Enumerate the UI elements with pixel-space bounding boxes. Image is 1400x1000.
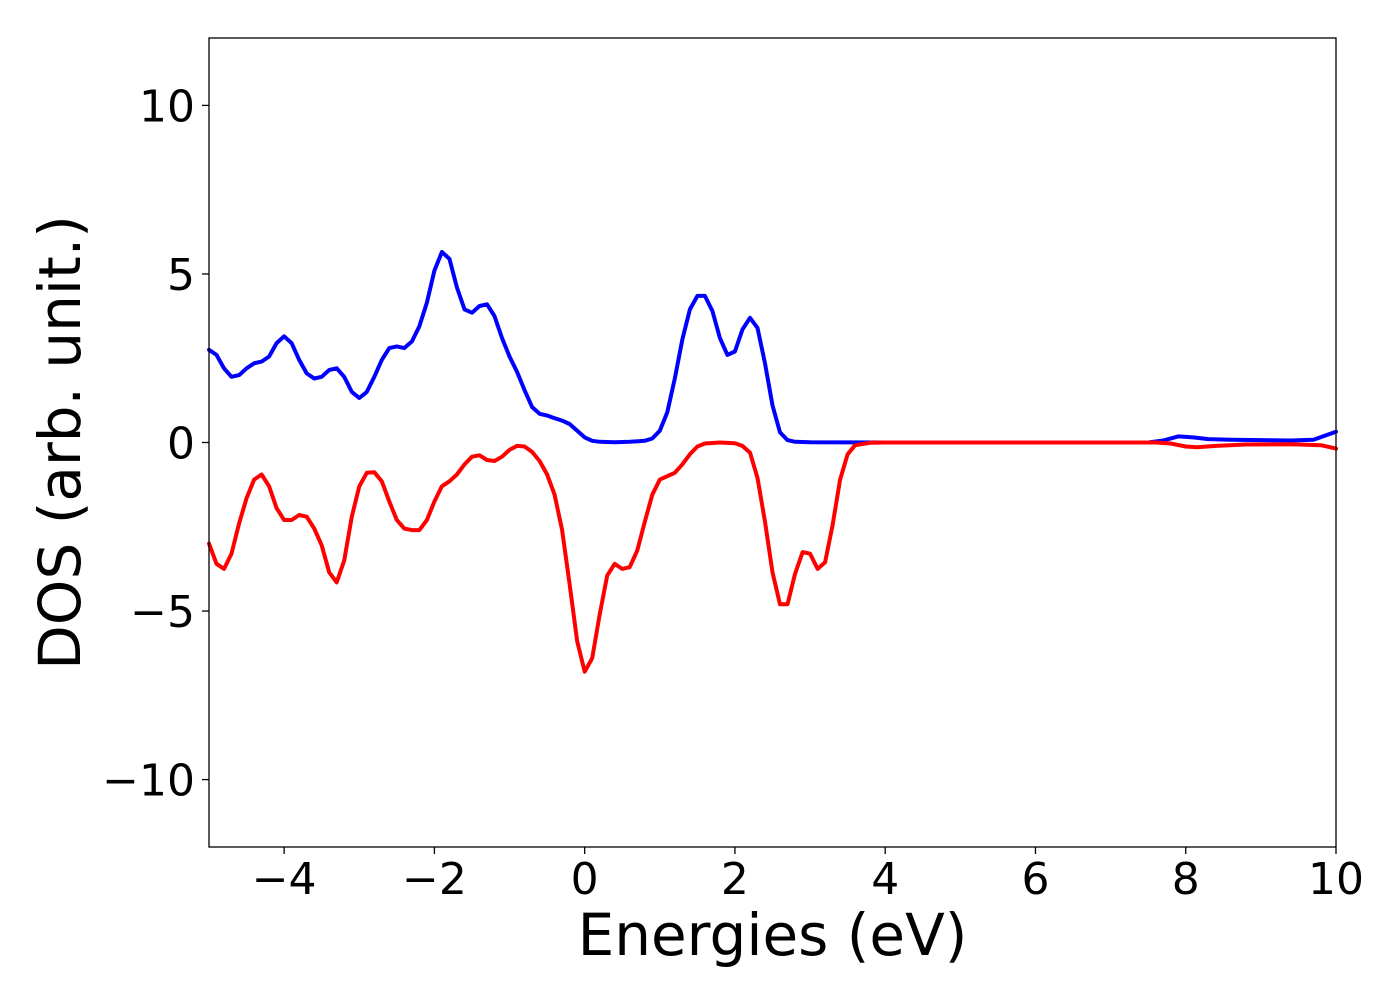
- y-tick-label: −10: [102, 756, 195, 807]
- y-axis-ticks: −10 −5 0 5 10: [102, 81, 209, 807]
- series-layer: [207, 250, 1338, 674]
- y-tick-label: 5: [167, 250, 195, 301]
- x-axis-ticks: −4 −2 0 2 4 6 8 10: [252, 847, 1364, 905]
- x-tick-label: 2: [721, 854, 749, 905]
- series-line-2: [207, 440, 1338, 674]
- plot-area: [207, 37, 1338, 848]
- x-tick-label: −4: [252, 854, 317, 905]
- x-tick-label: 4: [871, 854, 899, 905]
- x-tick-label: −2: [402, 854, 467, 905]
- series-line-1: [207, 250, 1338, 445]
- y-tick-label: −5: [130, 587, 195, 638]
- x-tick-label: 6: [1021, 854, 1049, 905]
- x-tick-label: 10: [1308, 854, 1364, 905]
- y-tick-label: 10: [139, 81, 195, 132]
- x-tick-label: 8: [1172, 854, 1200, 905]
- x-tick-label: 0: [571, 854, 599, 905]
- y-tick-label: 0: [167, 419, 195, 470]
- y-axis-label: DOS (arb. unit.): [26, 215, 94, 670]
- x-axis-label: Energies (eV): [578, 901, 968, 969]
